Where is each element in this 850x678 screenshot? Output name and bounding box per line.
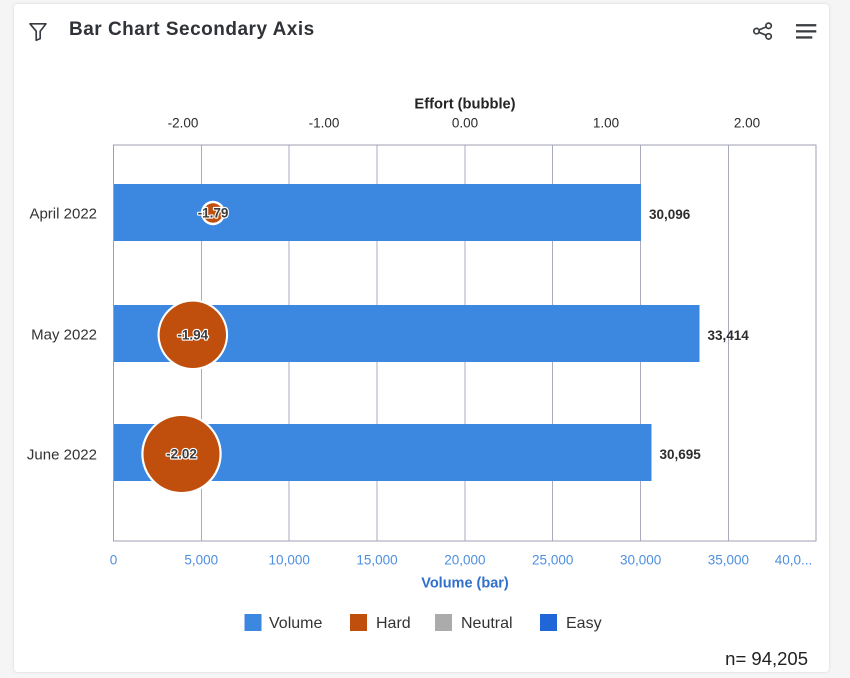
svg-text:Neutral: Neutral xyxy=(461,615,513,632)
svg-text:35,000: 35,000 xyxy=(708,553,749,568)
svg-text:Volume: Volume xyxy=(269,615,322,632)
svg-text:-2.02: -2.02 xyxy=(166,447,197,462)
svg-text:20,000: 20,000 xyxy=(444,553,485,568)
svg-text:Volume (bar): Volume (bar) xyxy=(421,576,509,592)
svg-text:0.00: 0.00 xyxy=(452,116,478,131)
svg-text:Hard: Hard xyxy=(376,615,411,632)
svg-text:5,000: 5,000 xyxy=(184,553,218,568)
svg-text:-1.94: -1.94 xyxy=(177,327,208,342)
svg-text:15,000: 15,000 xyxy=(356,553,397,568)
svg-text:10,000: 10,000 xyxy=(269,553,310,568)
svg-text:April 2022: April 2022 xyxy=(29,206,97,223)
svg-text:1.00: 1.00 xyxy=(593,116,619,131)
svg-text:2.00: 2.00 xyxy=(734,116,760,131)
svg-text:25,000: 25,000 xyxy=(532,553,573,568)
svg-text:Effort (bubble): Effort (bubble) xyxy=(414,97,515,113)
svg-text:30,000: 30,000 xyxy=(620,553,661,568)
svg-text:0: 0 xyxy=(110,553,118,568)
svg-text:40,0...: 40,0... xyxy=(775,553,813,568)
svg-text:June 2022: June 2022 xyxy=(27,447,97,464)
svg-text:33,414: 33,414 xyxy=(708,328,750,343)
svg-text:-1.79: -1.79 xyxy=(198,206,229,221)
svg-text:-1.00: -1.00 xyxy=(309,116,340,131)
svg-text:30,695: 30,695 xyxy=(660,447,702,462)
svg-text:-2.00: -2.00 xyxy=(168,116,199,131)
svg-text:30,096: 30,096 xyxy=(649,207,691,222)
svg-text:n= 94,205: n= 94,205 xyxy=(725,648,808,669)
svg-text:May 2022: May 2022 xyxy=(31,327,97,344)
svg-text:Easy: Easy xyxy=(566,615,602,632)
